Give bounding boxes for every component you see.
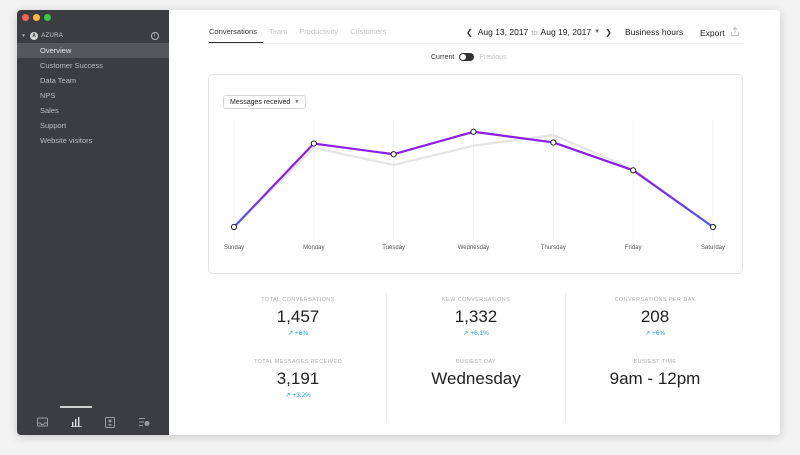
tabs-divider [209, 43, 744, 44]
tab-conversations[interactable]: Conversations [209, 27, 263, 43]
org-name: AZURA [41, 33, 64, 39]
sidebar-item-overview[interactable]: Overview [17, 43, 169, 58]
x-tick-label: Monday [303, 245, 324, 251]
stat-change: ↗ +6% [287, 330, 309, 337]
inbox-icon[interactable] [36, 416, 48, 428]
app-window: ▼ A AZURA i Overview Customer Success Da… [17, 10, 780, 435]
stat-change-value: +6% [652, 330, 666, 337]
x-tick-label: Sunday [224, 245, 244, 251]
main-content: Conversations Team Productivity Customer… [169, 10, 780, 435]
stat-value: 1,457 [276, 307, 320, 326]
active-indicator [60, 406, 92, 408]
stat-change: ↗ +6% [644, 330, 666, 337]
date-range-picker: ❮ Aug 13, 2017 to Aug 19, 2017 ▼ ❯ [461, 27, 617, 37]
range-end[interactable]: Aug 19, 2017 [540, 27, 592, 37]
comparison-toggle: Current Previous [431, 53, 507, 61]
sidebar-item-website-visitors[interactable]: Website visitors [40, 136, 93, 145]
contacts-icon[interactable] [104, 416, 116, 428]
range-connector: to [531, 27, 538, 37]
stat-label: CONVERSATIONS PER DAY [614, 297, 696, 303]
current-label: Current [431, 53, 455, 61]
sidebar-item-customer-success[interactable]: Customer Success [40, 61, 103, 70]
chevron-down-icon[interactable]: ▼ [594, 29, 601, 35]
data-point[interactable] [709, 223, 717, 231]
data-point[interactable] [310, 140, 317, 147]
window-controls [22, 14, 51, 21]
sidebar-nav: Overview Customer Success Data Team NPS … [17, 43, 169, 148]
x-tick-label: Saturday [701, 245, 725, 251]
data-point[interactable] [470, 128, 477, 135]
tab-productivity[interactable]: Productivity [299, 27, 339, 36]
chevron-right-icon[interactable]: ❯ [605, 27, 612, 37]
metric-select-value: Messages received [230, 98, 291, 106]
sidebar-item-sales[interactable]: Sales [40, 106, 59, 115]
minimize-window-button[interactable] [33, 14, 40, 21]
business-hours-button[interactable]: Business hours [625, 27, 684, 37]
stat-new-conversations: NEW CONVERSATIONS 1,332 ↗ +6.1% [387, 297, 565, 337]
metric-select[interactable]: Messages received ▼ [223, 95, 307, 109]
stat-label: TOTAL CONVERSATIONS [261, 297, 335, 303]
stat-label: BUSIEST TIME [633, 359, 677, 365]
stat-label: BUSIEST DAY [455, 359, 497, 365]
tab-customers[interactable]: Customers [350, 27, 387, 36]
maximize-window-button[interactable] [44, 14, 51, 21]
sidebar-item-data-team[interactable]: Data Team [40, 76, 77, 85]
stat-conversations-per-day: CONVERSATIONS PER DAY 208 ↗ +6% [566, 297, 744, 337]
stat-label: TOTAL MESSAGES RECEIVED [253, 359, 343, 365]
data-point[interactable] [390, 151, 397, 158]
report-tabs: Conversations Team Productivity Customer… [209, 27, 398, 43]
stats-divider [386, 293, 387, 421]
stat-value: 208 [640, 307, 670, 326]
org-logo: A [30, 32, 39, 40]
stat-busiest-time: BUSIEST TIME 9am - 12pm [566, 359, 744, 389]
stat-total-conversations: TOTAL CONVERSATIONS 1,457 ↗ +6% [209, 297, 387, 337]
stat-value: Wednesday [431, 369, 521, 388]
stat-label: NEW CONVERSATIONS [441, 297, 511, 303]
export-label: Export [700, 27, 725, 38]
range-start[interactable]: Aug 13, 2017 [477, 27, 529, 37]
chevron-down-icon: ▼ [294, 99, 300, 105]
stat-change-value: +6.1% [470, 330, 489, 337]
stat-change: ↗ +3.2% [285, 392, 311, 399]
sidebar-bottom-bar [17, 406, 169, 435]
info-icon[interactable]: i [151, 32, 159, 40]
data-point[interactable] [230, 223, 238, 231]
stat-change-value: +6% [295, 330, 309, 337]
stat-value: 1,332 [454, 307, 498, 326]
x-tick-label: Thursday [541, 245, 566, 251]
bar-chart-icon[interactable] [70, 416, 82, 428]
chevron-down-icon: ▼ [21, 33, 27, 39]
tab-team[interactable]: Team [268, 27, 288, 36]
messages-line-chart: Sunday Monday Tuesday Wednesday Thursday Frid… [224, 120, 725, 251]
stat-value: 9am - 12pm [609, 369, 701, 388]
chart-card: Sunday Monday Tuesday Wednesday Thursday Frid… [208, 74, 743, 274]
stat-change-value: +3.2% [292, 392, 311, 399]
stat-total-messages-received: TOTAL MESSAGES RECEIVED 3,191 ↗ +3.2% [209, 359, 387, 399]
stats-divider [565, 293, 566, 421]
share-icon [730, 26, 739, 38]
data-point[interactable] [550, 139, 557, 146]
stat-change: ↗ +6.1% [463, 330, 489, 337]
switch-knob [460, 54, 467, 60]
x-tick-label: Tuesday [382, 245, 405, 251]
current-previous-switch[interactable] [459, 53, 475, 61]
chevron-left-icon[interactable]: ❮ [466, 27, 473, 37]
sidebar-item-nps[interactable]: NPS [40, 91, 56, 100]
settings-list-icon[interactable] [138, 416, 150, 428]
sidebar-item-support[interactable]: Support [40, 121, 67, 130]
stat-busiest-day: BUSIEST DAY Wednesday [387, 359, 565, 389]
x-tick-label: Wednesday [458, 245, 490, 251]
x-tick-label: Friday [625, 245, 642, 251]
close-window-button[interactable] [22, 14, 29, 21]
export-button[interactable]: Export [700, 26, 739, 38]
org-switcher[interactable]: ▼ A AZURA i [17, 30, 169, 42]
sidebar: ▼ A AZURA i Overview Customer Success Da… [17, 10, 169, 435]
previous-label: Previous [479, 53, 507, 61]
data-point[interactable] [630, 167, 637, 174]
stat-value: 3,191 [276, 369, 320, 388]
stats-grid: TOTAL CONVERSATIONS 1,457 ↗ +6% NEW CONV… [209, 293, 744, 423]
